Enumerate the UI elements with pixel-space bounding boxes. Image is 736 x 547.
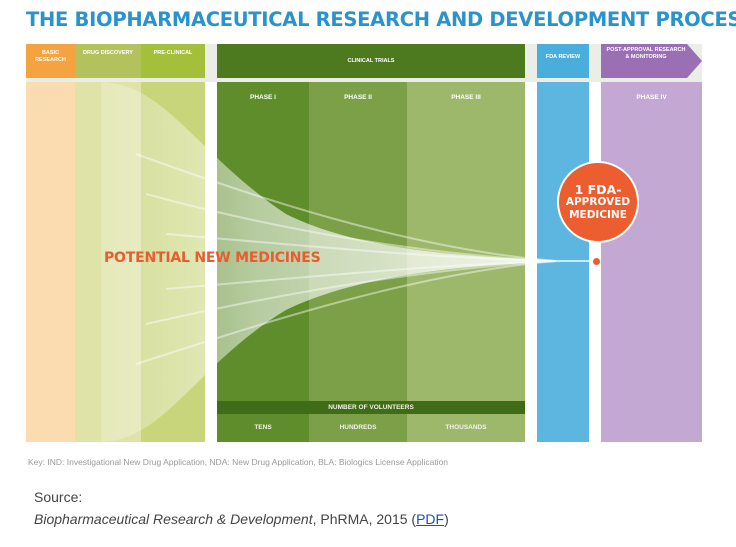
ind-submitted-label: IND SUBMITTED <box>207 374 213 418</box>
header-label-fda: FDA REVIEW <box>545 54 581 60</box>
basic-research-band <box>26 82 75 442</box>
source-citation: Biopharmaceutical Research & Development… <box>34 511 449 527</box>
header-fda <box>537 44 589 78</box>
source-close: ) <box>444 511 449 527</box>
volunteers-thousands: THOUSANDS <box>445 424 487 431</box>
nda-submitted-label: NDA/BLA SUBMITTED <box>527 346 533 405</box>
header-label-clinical: CLINICAL TRIALS <box>347 58 395 64</box>
fda-approved-line2: APPROVED <box>565 195 631 208</box>
header-post-arrow <box>601 44 702 78</box>
fda-approved-line3: MEDICINE <box>569 208 627 221</box>
header-label-discovery: DRUG DISCOVERY <box>83 50 133 56</box>
phase-4-label: PHASE IV <box>636 94 667 101</box>
header-basic <box>26 44 75 78</box>
header-label-post: POST-APPROVAL RESEARCH & MONITORING <box>606 47 686 60</box>
volunteers-bar <box>217 401 525 414</box>
phase-1-label: PHASE I <box>249 94 276 101</box>
header-preclinical <box>141 44 205 78</box>
fda-approved-line1: 1 FDA- <box>574 181 622 197</box>
header-discovery <box>75 44 141 78</box>
rd-process-diagram: BASIC RESEARCH DRUG DISCOVERY PRE-CLINIC… <box>26 44 702 442</box>
potential-new-medicines-label: POTENTIAL NEW MEDICINES <box>104 250 321 266</box>
phase-3-label: PHASE III <box>451 94 481 101</box>
phase-2-label: PHASE II <box>344 94 372 101</box>
volunteers-hundreds: HUNDREDS <box>339 424 377 431</box>
volunteers-label: NUMBER OF VOLUNTEERS <box>328 404 414 411</box>
source-label: Source: <box>34 489 83 505</box>
fda-approved-medicine-badge: 1 FDA- APPROVED MEDICINE <box>557 161 639 243</box>
fda-approval-label: FDA APPROVAL <box>591 378 597 421</box>
source-title: Biopharmaceutical Research & Development <box>34 511 313 527</box>
fda-approval-dot <box>593 258 600 265</box>
header-label-preclinical: PRE-CLINICAL <box>153 50 193 56</box>
volunteers-tens: TENS <box>254 424 272 431</box>
header-clinical <box>217 44 525 78</box>
page-title: THE BIOPHARMACEUTICAL RESEARCH AND DEVEL… <box>26 8 736 31</box>
abbreviation-key: Key: IND: Investigational New Drug Appli… <box>28 457 449 467</box>
funnel-graphic <box>101 82 596 442</box>
pdf-link[interactable]: PDF <box>416 511 445 527</box>
source-publisher: , PhRMA, 2015 ( <box>312 511 417 527</box>
post-approval-band <box>601 82 702 442</box>
header-label-basic: BASIC RESEARCH <box>35 50 66 63</box>
